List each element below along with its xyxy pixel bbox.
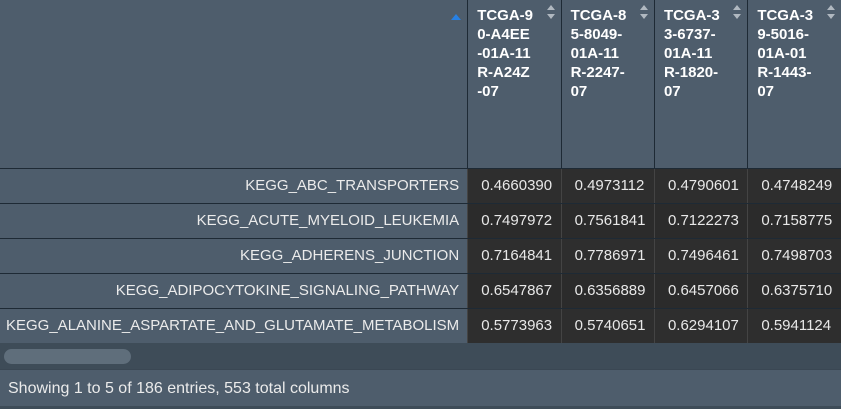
entries-info-text: Showing 1 to 5 of 186 entries, 553 total… <box>8 380 350 397</box>
scrollbar-thumb[interactable] <box>4 349 131 364</box>
value-cell: 0.6294107 <box>653 308 748 343</box>
column-header-sample-4[interactable]: TCGA-39-5016-01A-01R-1443-07 <box>747 0 841 169</box>
value-cell: 0.7158775 <box>747 203 841 239</box>
value-cell: 0.7498703 <box>747 238 841 274</box>
value-cell: 0.5740651 <box>560 308 655 343</box>
sort-both-icon[interactable] <box>546 5 555 19</box>
value-cell: 0.6547867 <box>467 273 562 309</box>
column-header-label: TCGA-85-8049-01A-11R-2247-07 <box>570 7 627 100</box>
value-cell: 0.7497972 <box>467 203 562 239</box>
column-header-label: TCGA-90-A4EE-01A-11R-A24Z-07 <box>477 7 534 100</box>
value-cell: 0.7122273 <box>653 203 748 239</box>
value-cell: 0.4748249 <box>747 168 841 204</box>
value-cell: 0.7786971 <box>560 238 655 274</box>
value-cell: 0.4973112 <box>560 168 655 204</box>
value-cell: 0.4660390 <box>467 168 562 204</box>
row-name-cell: KEGG_ACUTE_MYELOID_LEUKEMIA <box>0 203 468 239</box>
horizontal-scrollbar[interactable] <box>0 343 841 369</box>
value-cell: 0.4790601 <box>653 168 748 204</box>
table-row[interactable]: KEGG_ABC_TRANSPORTERS 0.4660390 0.497311… <box>0 168 841 204</box>
value-cell: 0.7561841 <box>560 203 655 239</box>
column-header-sample-1[interactable]: TCGA-90-A4EE-01A-11R-A24Z-07 <box>467 0 562 169</box>
value-cell: 0.5773963 <box>467 308 562 343</box>
data-table: TCGA-90-A4EE-01A-11R-A24Z-07 TCGA-85-804… <box>0 0 841 343</box>
table-row[interactable]: KEGG_ADHERENS_JUNCTION 0.7164841 0.77869… <box>0 238 841 274</box>
value-cell: 0.6457066 <box>653 273 748 309</box>
data-table-wrapper: TCGA-90-A4EE-01A-11R-A24Z-07 TCGA-85-804… <box>0 0 841 343</box>
header-row: TCGA-90-A4EE-01A-11R-A24Z-07 TCGA-85-804… <box>0 0 841 169</box>
row-name-cell: KEGG_ABC_TRANSPORTERS <box>0 168 468 204</box>
column-header-label: TCGA-33-6737-01A-11R-1820-07 <box>663 7 720 100</box>
row-name-cell: KEGG_ALANINE_ASPARTATE_AND_GLUTAMATE_MET… <box>0 308 468 343</box>
table-row[interactable]: KEGG_ACUTE_MYELOID_LEUKEMIA 0.7497972 0.… <box>0 203 841 239</box>
divider <box>0 406 841 409</box>
value-cell: 0.5941124 <box>747 308 841 343</box>
row-name-cell: KEGG_ADHERENS_JUNCTION <box>0 238 468 274</box>
table-row[interactable]: KEGG_ALANINE_ASPARTATE_AND_GLUTAMATE_MET… <box>0 308 841 343</box>
value-cell: 0.7496461 <box>653 238 748 274</box>
value-cell: 0.6356889 <box>560 273 655 309</box>
sort-both-icon[interactable] <box>733 5 742 19</box>
sort-both-icon[interactable] <box>827 5 835 19</box>
sort-ascending-icon[interactable] <box>451 6 462 20</box>
column-header-sample-2[interactable]: TCGA-85-8049-01A-11R-2247-07 <box>560 0 655 169</box>
row-name-cell: KEGG_ADIPOCYTOKINE_SIGNALING_PATHWAY <box>0 273 468 309</box>
table-row[interactable]: KEGG_ADIPOCYTOKINE_SIGNALING_PATHWAY 0.6… <box>0 273 841 309</box>
table-info-bar: Showing 1 to 5 of 186 entries, 553 total… <box>0 369 841 409</box>
value-cell: 0.7164841 <box>467 238 562 274</box>
column-header-label: TCGA-39-5016-01A-01R-1443-07 <box>757 7 814 100</box>
column-header-rownames[interactable] <box>0 0 468 169</box>
value-cell: 0.6375710 <box>747 273 841 309</box>
column-header-sample-3[interactable]: TCGA-33-6737-01A-11R-1820-07 <box>653 0 748 169</box>
sort-both-icon[interactable] <box>639 5 648 19</box>
